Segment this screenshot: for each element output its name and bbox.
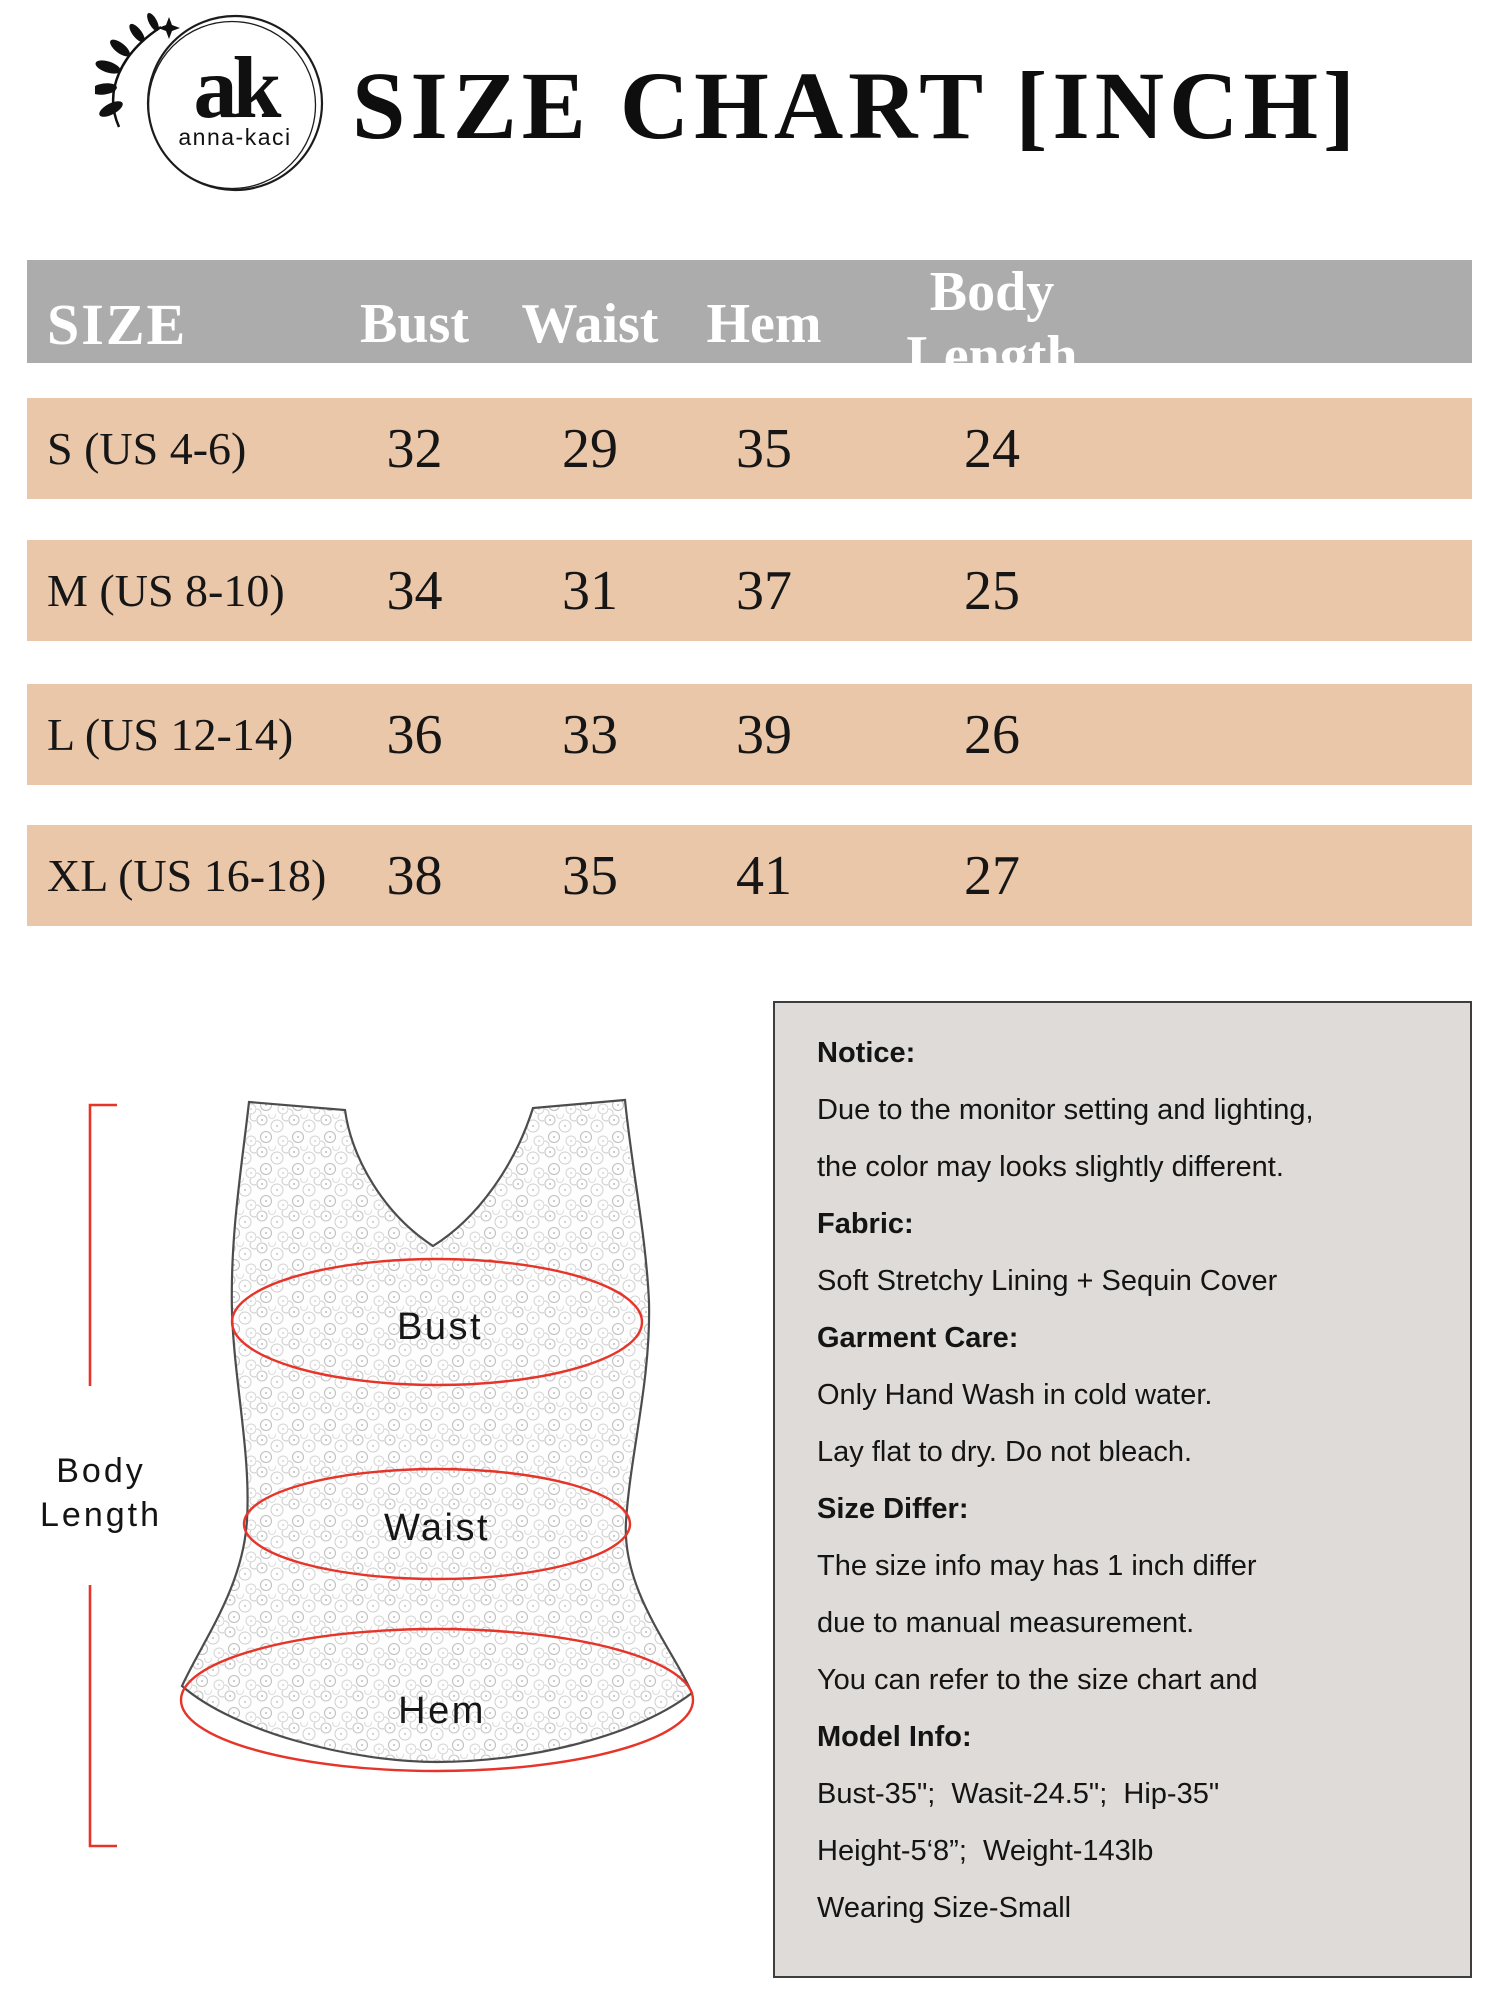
cell-hem: 41	[736, 844, 792, 907]
size-differ-text: You can refer to the size chart and	[817, 1664, 1258, 1696]
model-info-heading: Model Info:	[817, 1721, 972, 1753]
garment-care-text: Lay flat to dry. Do not bleach.	[817, 1436, 1193, 1468]
cell-waist: 33	[562, 703, 618, 766]
cell-size: M (US 8-10)	[47, 565, 285, 616]
size-differ-heading: Size Differ:	[817, 1493, 969, 1525]
notice-panel: Notice: Due to the monitor setting and l…	[773, 1001, 1472, 1978]
table-header-row: SIZE Bust Waist Hem Body Length	[27, 260, 1472, 387]
fabric-text: Soft Stretchy Lining + Sequin Cover	[817, 1265, 1278, 1297]
cell-waist: 29	[562, 417, 618, 480]
header-body-length: Body Length	[906, 261, 1078, 387]
cell-waist: 31	[562, 559, 618, 622]
sparkle-icon	[158, 17, 180, 39]
brand-name: anna-kaci	[178, 124, 291, 150]
measurement-ellipses	[179, 1257, 695, 1773]
notice-text: Due to the monitor setting and lighting,	[817, 1094, 1314, 1126]
leaf-branch-icon	[95, 12, 180, 128]
cell-hem: 35	[736, 417, 792, 480]
cell-waist: 35	[562, 844, 618, 907]
header-bust: Bust	[360, 293, 469, 355]
body-length-label-line2: Length	[40, 1496, 162, 1534]
table-row-xl: XL (US 16-18) 38 35 41 27	[27, 825, 1472, 926]
model-info-text: Height-5‘8”; Weight-143lb	[817, 1835, 1154, 1867]
header-size: SIZE	[47, 291, 188, 357]
fabric-heading: Fabric:	[817, 1208, 914, 1240]
bust-ellipse	[230, 1257, 644, 1387]
model-info-text: Wearing Size-Small	[817, 1892, 1072, 1924]
cell-size: XL (US 16-18)	[47, 850, 327, 901]
table-row-m: M (US 8-10) 34 31 37 25	[27, 540, 1472, 641]
logo-circle-inner	[147, 20, 317, 190]
table-row-s: S (US 4-6) 32 29 35 24	[27, 398, 1472, 499]
waist-ellipse	[242, 1467, 632, 1581]
cell-hem: 39	[736, 703, 792, 766]
garment-care-heading: Garment Care:	[817, 1322, 1019, 1354]
waist-label: Waist	[384, 1507, 490, 1549]
cell-body-length: 24	[964, 417, 1020, 480]
body-length-label-line1: Body	[56, 1452, 146, 1490]
logo-monogram: ak	[194, 40, 282, 137]
garment-measurement-figure: Body Length Bust Waist Hem	[40, 1098, 695, 1848]
cell-size: L (US 12-14)	[47, 709, 294, 760]
hem-ellipse	[179, 1627, 695, 1773]
notice-text: the color may looks slightly different.	[817, 1151, 1284, 1183]
cell-bust: 34	[386, 559, 443, 622]
header-waist: Waist	[521, 293, 659, 355]
hem-label: Hem	[398, 1690, 486, 1732]
body-length-bracket	[88, 1103, 117, 1848]
garment-care-text: Only Hand Wash in cold water.	[817, 1379, 1213, 1411]
size-table: SIZE Bust Waist Hem Body Length S (US 4-…	[27, 260, 1472, 926]
notice-heading: Notice:	[817, 1037, 916, 1069]
cell-body-length: 26	[964, 703, 1020, 766]
cell-body-length: 27	[964, 844, 1020, 907]
cell-hem: 37	[736, 559, 792, 622]
body-length-label: Body Length	[40, 1452, 162, 1534]
model-info-text: Bust-35"; Wasit-24.5"; Hip-35"	[817, 1778, 1220, 1810]
page-title: SIZE CHART [INCH]	[352, 52, 1361, 159]
tank-top-drawing	[180, 1098, 694, 1764]
cell-body-length: 25	[964, 559, 1020, 622]
brand-logo: ak anna-kaci	[95, 12, 324, 192]
table-row-l: L (US 12-14) 36 33 39 26	[27, 684, 1472, 785]
cell-size: S (US 4-6)	[47, 423, 247, 474]
header-hem: Hem	[706, 293, 822, 355]
size-differ-text: due to manual measurement.	[817, 1607, 1195, 1639]
cell-bust: 36	[386, 703, 443, 766]
size-differ-text: The size info may has 1 inch differ	[817, 1550, 1257, 1582]
cell-bust: 32	[386, 417, 443, 480]
bust-label: Bust	[397, 1306, 483, 1348]
cell-bust: 38	[386, 844, 443, 907]
